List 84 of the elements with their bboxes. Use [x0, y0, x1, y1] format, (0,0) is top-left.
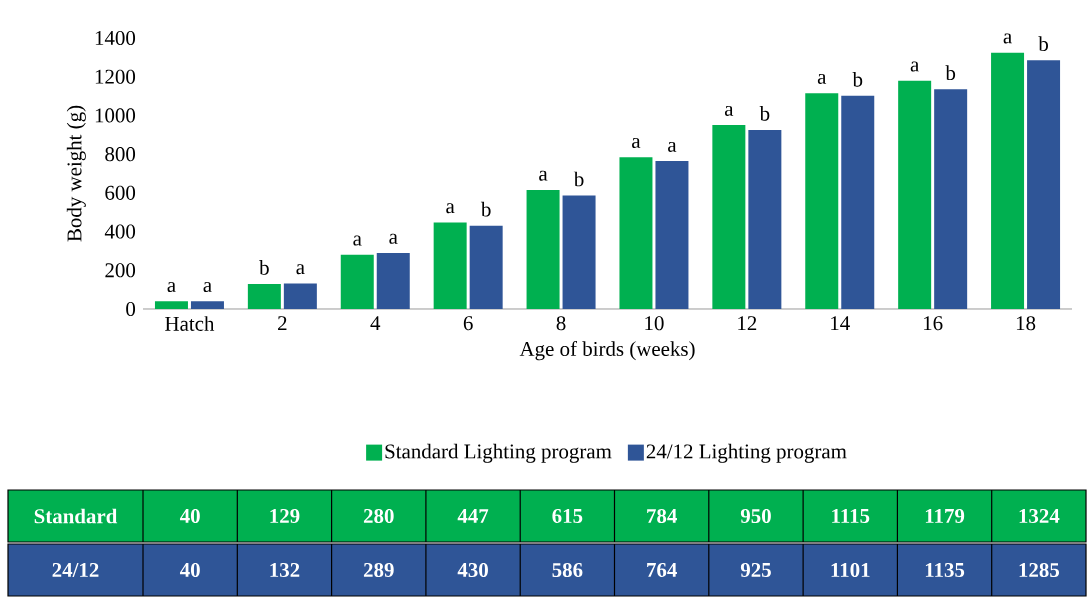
x-tick-label: 14 [831, 316, 850, 330]
bar [469, 225, 503, 309]
data-label: 764 [647, 562, 677, 578]
annotation: a [910, 61, 920, 72]
bar [898, 80, 932, 309]
x-tick-label: 2 [278, 316, 287, 331]
annotation: b [852, 71, 863, 87]
y-axis-title: Body weight (g) [66, 105, 86, 242]
annotation: b [945, 65, 956, 81]
x-tick-label: 12 [738, 316, 757, 331]
annotation: a [296, 264, 305, 275]
x-tick-label: 10 [645, 316, 664, 331]
x-axis-title: Age of birds (weeks) [519, 341, 695, 361]
data-label: 1285 [1019, 562, 1060, 578]
y-tick-label: 0 [126, 301, 136, 317]
annotation: b [480, 201, 491, 217]
data-label: 430 [457, 562, 488, 578]
bar [283, 283, 317, 309]
data-label: 447 [457, 509, 489, 523]
data-label: 40 [179, 562, 200, 578]
annotation: a [389, 233, 398, 244]
data-label: 280 [363, 508, 394, 524]
annotation: a [632, 138, 641, 149]
bar [748, 129, 782, 309]
bar [376, 253, 410, 309]
bar [991, 52, 1025, 309]
legend-label: Standard Lighting program [385, 443, 612, 463]
data-label: 950 [740, 508, 771, 524]
annotation: a [539, 170, 548, 181]
data-label: 129 [270, 508, 300, 524]
x-tick-label: 8 [556, 316, 566, 331]
annotation: a [668, 141, 677, 152]
x-tick-label: Hatch [165, 316, 215, 331]
annotation: b [759, 106, 770, 121]
x-tick-label: 16 [924, 316, 943, 331]
bar [619, 157, 653, 309]
bar [190, 301, 224, 309]
data-label: 1115 [832, 508, 870, 523]
annotation: b [573, 171, 584, 187]
y-tick-label: 600 [105, 185, 136, 200]
y-tick-label: 200 [105, 263, 136, 278]
bar [1027, 60, 1061, 309]
text: Standard [34, 508, 118, 524]
data-label: 132 [270, 562, 300, 578]
bar [805, 93, 839, 309]
annotation: a [724, 105, 734, 116]
annotation: b [259, 260, 269, 275]
bar [247, 284, 281, 309]
bar [655, 161, 689, 309]
y-tick-label: 1400 [95, 30, 136, 46]
annotation: b [1038, 36, 1048, 52]
data-label: 586 [552, 562, 583, 578]
bar [562, 195, 596, 309]
x-tick-label: 6 [463, 316, 473, 331]
bar [934, 89, 968, 309]
annotation: a [353, 235, 362, 246]
legend-label: 24/12 Lighting program [646, 443, 847, 463]
data-label: 1179 [925, 508, 965, 524]
data-label: 925 [740, 562, 771, 578]
bar [841, 95, 875, 309]
y-tick-label: 800 [105, 147, 136, 162]
annotation: a [167, 282, 176, 293]
bar [340, 254, 374, 309]
text: 24/12 [52, 562, 99, 578]
annotation: a [1003, 33, 1012, 44]
data-label: 615 [552, 508, 583, 524]
y-tick-label: 1000 [95, 108, 136, 123]
bar [433, 222, 467, 309]
bar [154, 301, 188, 309]
annotation: a [817, 73, 827, 84]
data-label: 1135 [925, 562, 965, 578]
bar [712, 125, 746, 309]
x-tick-label: 4 [370, 316, 381, 330]
data-label: 40 [179, 508, 200, 524]
data-label: 1324 [1019, 508, 1060, 524]
data-label: 1101 [831, 562, 870, 578]
annotation: a [446, 203, 455, 214]
annotation: a [203, 282, 212, 293]
x-tick-label: 18 [1016, 316, 1036, 331]
y-tick-label: 400 [104, 224, 136, 239]
bar [526, 189, 560, 309]
data-label: 289 [363, 562, 394, 578]
data-label: 784 [647, 508, 677, 524]
y-tick-label: 1200 [95, 69, 136, 84]
